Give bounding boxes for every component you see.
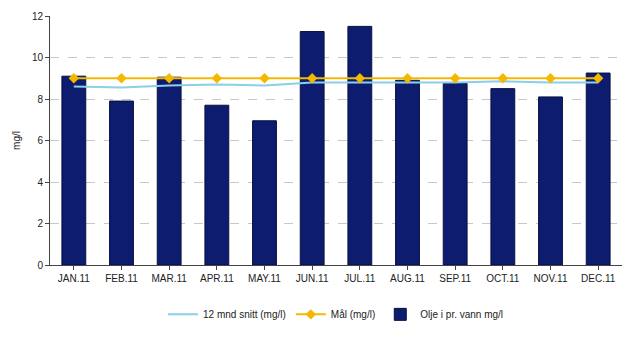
svg-text:2: 2	[37, 218, 43, 229]
svg-text:Mål (mg/l): Mål (mg/l)	[331, 309, 375, 320]
svg-text:OCT.11: OCT.11	[486, 273, 520, 284]
svg-text:12: 12	[32, 11, 44, 22]
svg-text:12 mnd snitt (mg/l): 12 mnd snitt (mg/l)	[203, 309, 286, 320]
svg-text:DEC.11: DEC.11	[581, 273, 616, 284]
svg-text:10: 10	[32, 52, 44, 63]
svg-text:MAY.11: MAY.11	[248, 273, 281, 284]
svg-text:MAR.11: MAR.11	[151, 273, 187, 284]
svg-text:6: 6	[37, 135, 43, 146]
svg-text:NOV.11: NOV.11	[534, 273, 568, 284]
svg-text:FEB.11: FEB.11	[105, 273, 138, 284]
svg-text:JUL.11: JUL.11	[344, 273, 375, 284]
svg-text:JAN.11: JAN.11	[58, 273, 90, 284]
svg-text:mg/l: mg/l	[11, 131, 22, 150]
svg-text:AUG.11: AUG.11	[390, 273, 425, 284]
svg-text:JUN.11: JUN.11	[296, 273, 329, 284]
svg-text:0: 0	[37, 260, 43, 271]
svg-text:4: 4	[37, 177, 43, 188]
svg-text:Olje i pr. vann mg/l: Olje i pr. vann mg/l	[420, 309, 503, 320]
svg-text:SEP.11: SEP.11	[439, 273, 471, 284]
svg-text:8: 8	[37, 94, 43, 105]
svg-text:APR.11: APR.11	[200, 273, 234, 284]
